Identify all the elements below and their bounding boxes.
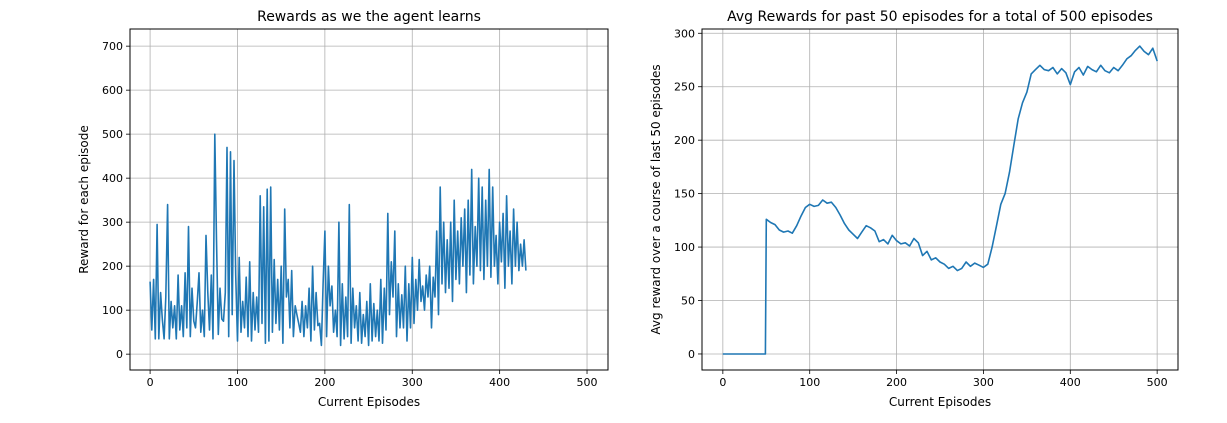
rewards-y-tick-label: 400 — [102, 172, 123, 185]
avg-rewards-y-axis-label: Avg reward over a course of last 50 epis… — [649, 64, 663, 334]
avg-rewards-x-tick-label: 100 — [799, 376, 820, 389]
avg-rewards-grid — [702, 29, 1178, 370]
avg-rewards-y-tick-label: 150 — [674, 188, 695, 201]
avg-rewards-ticks: 0 100 200 300 400 500 0 50 100 150 200 250 300 — [674, 27, 1168, 389]
rewards-y-tick-label: 700 — [102, 40, 123, 53]
avg-rewards-y-tick-label: 200 — [674, 134, 695, 147]
rewards-x-tick-label: 500 — [577, 376, 598, 389]
rewards-x-tick-label: 100 — [227, 376, 248, 389]
avg-rewards-x-tick-label: 200 — [886, 376, 907, 389]
avg-rewards-x-tick-label: 500 — [1147, 376, 1168, 389]
rewards-y-tick-label: 500 — [102, 128, 123, 141]
rewards-x-tick-label: 400 — [489, 376, 510, 389]
avg-rewards-x-tick-label: 0 — [719, 376, 726, 389]
rewards-x-tick-label: 300 — [402, 376, 423, 389]
avg-rewards-chart: 0 100 200 300 400 500 0 50 100 150 200 250 300 Avg R… — [649, 9, 1179, 409]
rewards-x-tick-label: 0 — [147, 376, 154, 389]
avg-rewards-chart-title: Avg Rewards for past 50 episodes for a t… — [727, 9, 1153, 25]
rewards-y-axis-label: Reward for each episode — [77, 125, 91, 274]
rewards-y-tick-label: 200 — [102, 260, 123, 273]
rewards-x-axis-label: Current Episodes — [318, 395, 420, 409]
rewards-y-tick-label: 0 — [116, 348, 123, 361]
rewards-series-line — [149, 133, 527, 347]
rewards-plot-frame — [129, 28, 609, 371]
avg-rewards-x-tick-label: 300 — [973, 376, 994, 389]
rewards-chart: 0 100 200 300 400 500 0 100 200 300 400 500 600 700 R… — [77, 9, 609, 409]
avg-rewards-x-axis-label: Current Episodes — [889, 395, 991, 409]
avg-rewards-y-tick-label: 250 — [674, 81, 695, 94]
rewards-grid — [130, 29, 608, 370]
avg-rewards-series-line — [722, 45, 1158, 355]
avg-rewards-y-tick-label: 50 — [681, 295, 695, 308]
avg-rewards-plot-frame — [701, 28, 1179, 371]
avg-rewards-y-tick-label: 100 — [674, 241, 695, 254]
rewards-y-tick-label: 100 — [102, 304, 123, 317]
avg-rewards-y-tick-label: 0 — [688, 348, 695, 361]
rewards-x-tick-label: 200 — [314, 376, 335, 389]
avg-rewards-y-tick-label: 300 — [674, 27, 695, 40]
avg-rewards-x-tick-label: 400 — [1060, 376, 1081, 389]
rewards-y-tick-label: 300 — [102, 216, 123, 229]
rewards-chart-title: Rewards as we the agent learns — [257, 9, 481, 25]
rewards-ticks: 0 100 200 300 400 500 0 100 200 300 400 500 600 700 — [102, 40, 598, 389]
rewards-y-tick-label: 600 — [102, 84, 123, 97]
